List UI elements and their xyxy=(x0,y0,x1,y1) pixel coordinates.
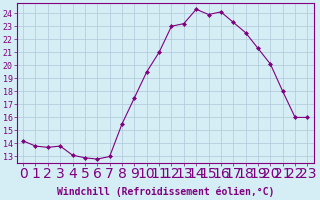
X-axis label: Windchill (Refroidissement éolien,°C): Windchill (Refroidissement éolien,°C) xyxy=(57,187,274,197)
